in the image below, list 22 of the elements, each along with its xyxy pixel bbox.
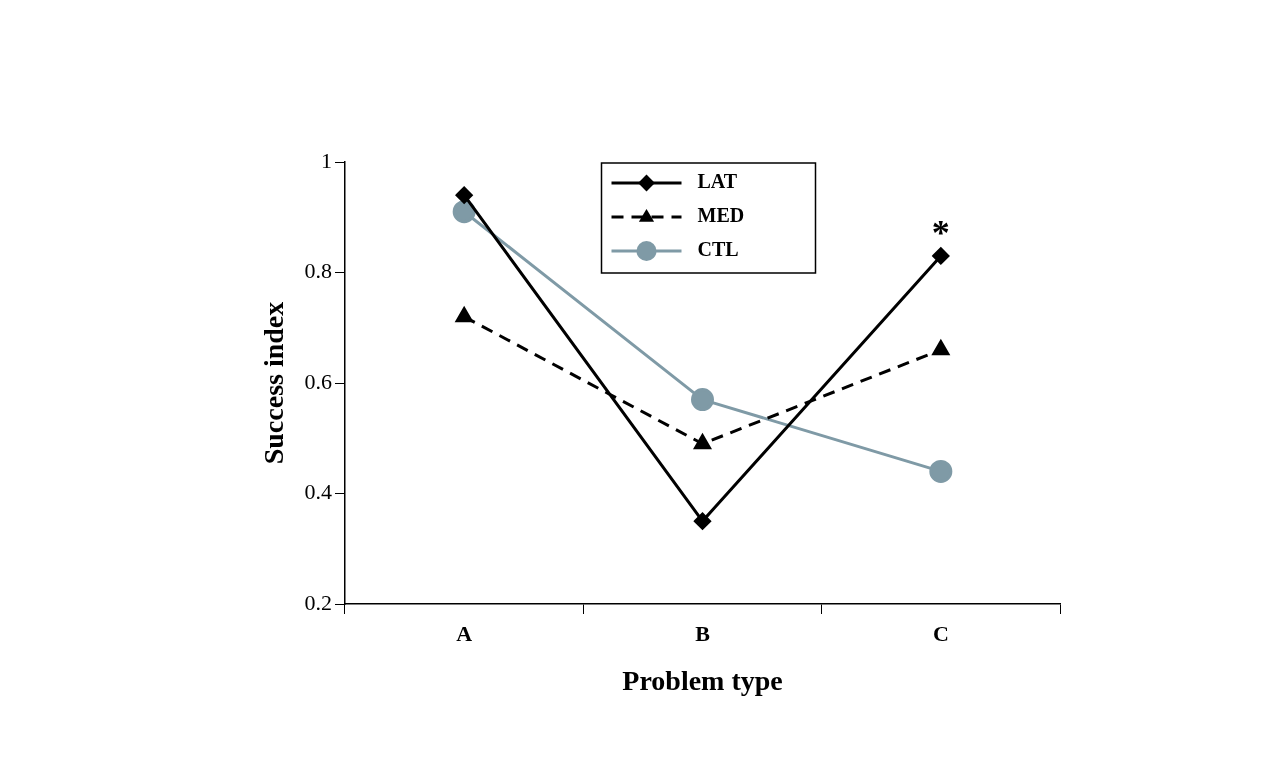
point <box>455 186 473 204</box>
point <box>932 340 950 356</box>
point <box>455 307 473 323</box>
legend-label: CTL <box>697 238 739 261</box>
x-axis-title: Problem type <box>622 665 783 697</box>
legend-label: LAT <box>697 170 738 193</box>
point <box>694 434 711 450</box>
y-tick-label: 0.6 <box>304 368 332 394</box>
legend-label: MED <box>697 204 745 227</box>
y-tick-label: 0.8 <box>304 258 332 284</box>
x-tick-label: A <box>456 620 473 646</box>
y-tick-label: 0.4 <box>304 479 332 505</box>
point <box>691 388 714 412</box>
point <box>932 247 950 265</box>
annotation: * <box>931 213 950 254</box>
y-axis-title: Success index <box>258 301 290 465</box>
point <box>694 512 711 530</box>
y-tick-label: 1 <box>321 147 332 173</box>
point <box>929 459 953 483</box>
x-tick-label: C <box>932 620 949 646</box>
y-tick-label: 0.2 <box>304 589 332 615</box>
x-tick-label: B <box>695 620 711 646</box>
